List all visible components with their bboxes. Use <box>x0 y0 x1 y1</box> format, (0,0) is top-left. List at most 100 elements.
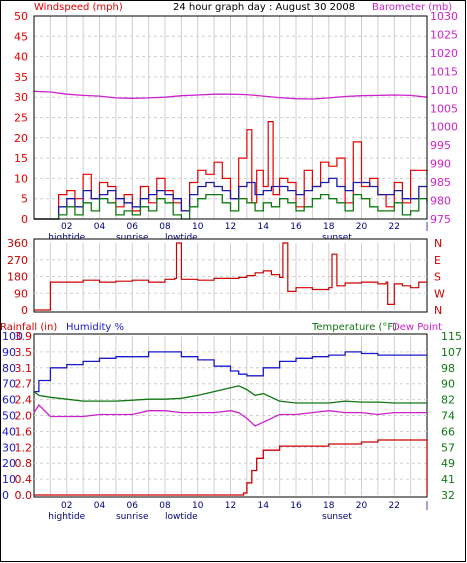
rainfall-tick-label: 0.0 <box>15 489 33 502</box>
rainfall-tick-label: 0.8 <box>15 457 33 470</box>
end-tick-mark: | <box>425 222 428 232</box>
rainfall-tick-label: 1.2 <box>15 441 33 454</box>
direction-degree-label: 90 <box>14 287 28 300</box>
humidity-tick-label: 90 <box>2 346 16 359</box>
temperature-tick-label: 66 <box>441 425 455 438</box>
temperature-series <box>33 385 427 404</box>
event-label-lowtide: lowtide <box>165 233 198 243</box>
temperature-tick-label: 32 <box>441 489 455 502</box>
direction-compass-label: W <box>434 287 445 300</box>
rainfall-axis-title: Rainfall (in) <box>0 322 57 333</box>
rainfall-tick-label: 1.6 <box>15 425 33 438</box>
humidity-tick-label: 50 <box>2 410 16 423</box>
hour-tick-label: 06 <box>127 501 139 511</box>
windspeed-tick-label: 40 <box>14 51 28 64</box>
windspeed-average-series <box>34 177 427 220</box>
temperature-tick-label: 98 <box>441 362 455 375</box>
wind-plot-border <box>33 15 428 220</box>
hour-tick-label: 16 <box>290 501 302 511</box>
hour-tick-label: 20 <box>356 501 368 511</box>
barometer-tick-label: 1020 <box>430 47 458 60</box>
windspeed-tick-label: 15 <box>14 152 28 165</box>
humidity-series <box>34 351 427 393</box>
direction-degree-label: 360 <box>7 237 28 250</box>
direction-chart-series <box>34 242 427 311</box>
rainfall-tick-label: 0.4 <box>15 473 33 486</box>
hour-tick-label: 02 <box>61 501 72 511</box>
humidity-tick-label: 70 <box>2 378 16 391</box>
humidity-tick-label: 10 <box>2 473 16 486</box>
hour-tick-label: 12 <box>225 501 236 511</box>
humidity-tick-label: 80 <box>2 362 16 375</box>
barometer-series <box>33 90 428 100</box>
hour-tick-label: 08 <box>159 501 171 511</box>
direction-degree-label: 180 <box>7 271 28 284</box>
windspeed-tick-label: 30 <box>14 91 28 104</box>
direction-compass-label: S <box>434 271 441 284</box>
climate-chart-grid <box>34 336 427 495</box>
barometer-tick-label: 1025 <box>430 28 458 41</box>
hour-tick-label: 02 <box>61 222 72 232</box>
rain-humidity-tick-labels: 0 10 20 30 40 50 60 70 80 90 100 0.0 0.4 0.8 1.2 1.6 2.0… <box>2 330 32 502</box>
barometer-tick-label: 985 <box>430 176 451 189</box>
direction-compass-label: N <box>434 237 442 250</box>
hour-tick-label: 22 <box>389 501 400 511</box>
temperature-tick-label: 49 <box>441 457 455 470</box>
humidity-axis-title: Humidity % <box>66 322 124 333</box>
direction-compass-label: N <box>434 304 442 317</box>
hour-tick-label: 10 <box>192 501 204 511</box>
event-label-sunrise: sunrise <box>116 233 149 243</box>
humidity-tick-label: 100 <box>2 330 23 343</box>
direction-degree-labels: 0 90 180 270 360 <box>7 237 28 317</box>
barometer-tick-label: 995 <box>430 139 451 152</box>
windspeed-tick-label: 25 <box>14 112 28 125</box>
direction-degree-label: 270 <box>7 254 28 267</box>
rainfall-series <box>34 439 428 496</box>
event-label-sunset: sunset <box>322 233 352 243</box>
event-label-sunrise: sunrise <box>116 512 149 522</box>
humidity-tick-label: 40 <box>2 425 16 438</box>
hour-tick-label: 12 <box>225 222 236 232</box>
hour-tick-label: 14 <box>258 501 270 511</box>
temperature-tick-label: 57 <box>441 441 455 454</box>
humidity-tick-label: 0 <box>2 489 9 502</box>
windspeed-gust-series <box>34 121 428 220</box>
barometer-tick-label: 1000 <box>430 121 458 134</box>
event-label-hightide: hightide <box>48 233 85 243</box>
graph-title: 24 hour graph day : August 30 2008 <box>173 2 355 13</box>
barometer-tick-labels: 975 980 985 990 995 1000 1005 1010 1015 1020 1025 1… <box>430 10 458 226</box>
end-tick-mark: | <box>425 501 428 511</box>
windspeed-tick-label: 20 <box>14 132 28 145</box>
windspeed-axis-title: Windspeed (mph) <box>34 2 123 13</box>
direction-compass-label: E <box>434 254 441 267</box>
barometer-tick-label: 1010 <box>430 84 458 97</box>
hour-tick-label: 20 <box>356 222 368 232</box>
windspeed-tick-label: 0 <box>21 213 28 226</box>
temperature-tick-labels: 32 41 49 57 66 74 82 90 98 107 115 <box>441 330 462 502</box>
rainfall-tick-label: 2.0 <box>15 410 33 423</box>
barometer-tick-label: 1030 <box>430 10 458 23</box>
wind-hour-labels: 02 04 06 08 10 12 14 16 18 20 22 | <box>61 222 429 232</box>
windspeed-tick-label: 10 <box>14 172 28 185</box>
barometer-tick-label: 1005 <box>430 102 458 115</box>
event-label-lowtide: lowtide <box>165 512 198 522</box>
barometer-tick-label: 975 <box>430 213 451 226</box>
humidity-tick-label: 20 <box>2 457 16 470</box>
hour-tick-label: 16 <box>290 222 302 232</box>
hour-tick-label: 22 <box>389 222 400 232</box>
barometer-tick-label: 1015 <box>430 65 458 78</box>
temperature-axis-title: Temperature (°F) <box>311 322 397 333</box>
rainfall-tick-label: 3.9 <box>15 330 33 343</box>
windspeed-low-series <box>34 193 428 220</box>
barometer-tick-label: 990 <box>430 158 451 171</box>
rain-humidity-temperature-chart: 0 10 20 30 40 50 60 70 80 90 100 0.0 0.4 0.8 1.2 1.6 2.0… <box>2 330 462 522</box>
event-label-hightide: hightide <box>48 512 85 522</box>
hour-tick-label: 10 <box>192 222 204 232</box>
windspeed-tick-labels: 0 5 10 15 20 25 30 35 40 45 50 <box>14 10 28 226</box>
wind-chart-series <box>33 15 428 220</box>
hour-tick-label: 04 <box>94 501 106 511</box>
